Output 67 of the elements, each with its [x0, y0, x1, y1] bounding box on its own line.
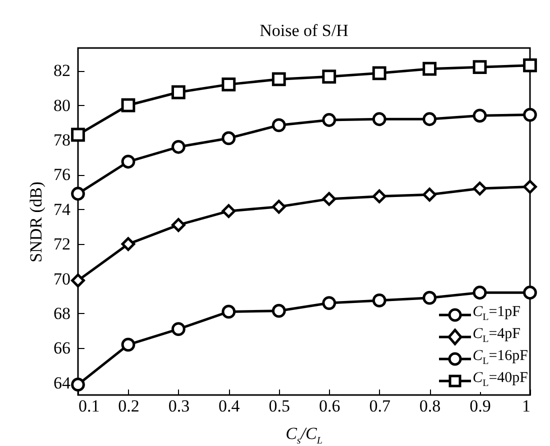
point	[222, 204, 236, 218]
point	[472, 108, 487, 123]
x-tick-label: 0.6	[318, 396, 340, 416]
x-tick-label: 0.3	[168, 396, 190, 416]
point	[121, 237, 136, 252]
point	[372, 112, 386, 126]
x-axis-title: C$_{s}$/C$_{L}$	[284, 424, 324, 446]
point	[222, 304, 236, 319]
point	[171, 85, 186, 100]
legend-label: C$_{L}$=16pF	[472, 348, 528, 369]
point	[272, 200, 286, 214]
y-tick-label: 64	[54, 373, 71, 392]
point	[523, 108, 537, 122]
point	[272, 72, 286, 86]
point	[121, 98, 136, 112]
chart-title: Noise of S/H	[260, 21, 348, 40]
x-tick-label: 0.9	[470, 396, 491, 416]
point	[372, 294, 386, 308]
point	[222, 77, 236, 92]
legend-label: C$_{L}$=4pF	[472, 326, 520, 347]
point	[71, 186, 85, 201]
x-tick-label: 0.5	[268, 396, 290, 416]
point	[322, 192, 336, 206]
x-tick-label: 0.1	[78, 396, 100, 416]
x-tick-label: 0.2	[118, 396, 140, 416]
y-tick-label: 68	[54, 304, 70, 323]
y-tick-label: 82	[54, 61, 70, 80]
point	[422, 290, 437, 305]
legend-label: C$_{L}$=1pF	[472, 304, 520, 325]
point	[121, 154, 136, 169]
point	[422, 112, 437, 126]
x-tick-label: 0.7	[369, 396, 391, 416]
y-tick-label: 76	[54, 165, 70, 184]
point	[472, 182, 487, 196]
point	[322, 70, 336, 84]
point	[171, 218, 186, 232]
point	[272, 118, 286, 132]
y-tick-label: 74	[54, 200, 71, 219]
x-tick-label: 0.8	[419, 396, 441, 416]
y-tick-label: 70	[54, 269, 70, 288]
point	[71, 128, 85, 142]
point	[171, 140, 186, 154]
point	[523, 58, 537, 72]
point	[422, 62, 437, 76]
point	[523, 286, 537, 300]
point	[472, 60, 487, 74]
point	[71, 378, 85, 392]
point	[322, 296, 336, 310]
point	[171, 322, 186, 336]
point	[322, 113, 336, 127]
x-tick-label: 1	[522, 396, 530, 416]
point	[472, 286, 487, 300]
point	[523, 180, 537, 194]
point	[372, 189, 386, 204]
x-tick-label: 0.4	[218, 396, 240, 416]
point	[71, 274, 85, 288]
point	[121, 338, 136, 352]
point	[272, 304, 286, 318]
point	[372, 66, 386, 80]
point	[422, 188, 437, 202]
y-tick-label: 66	[54, 338, 70, 358]
y-axis-title: SNDR (dB)	[26, 182, 46, 262]
y-tick-label: 78	[54, 130, 70, 150]
y-tick-label: 72	[54, 234, 70, 254]
y-tick-label: 80	[54, 96, 70, 115]
legend-label: C$_{L}$=40pF	[472, 370, 528, 391]
point	[222, 131, 236, 146]
